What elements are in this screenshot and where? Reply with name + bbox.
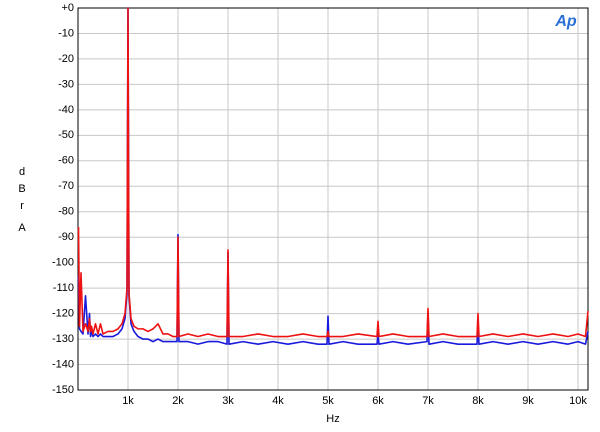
x-tick-label: 9k bbox=[522, 395, 534, 407]
y-tick-label: -90 bbox=[58, 231, 74, 243]
x-tick-label: 8k bbox=[472, 395, 484, 407]
logo: Ap bbox=[554, 13, 577, 30]
y-tick-label: -120 bbox=[52, 308, 74, 320]
y-tick-label: -130 bbox=[52, 333, 74, 345]
y-tick-label: -30 bbox=[58, 78, 74, 90]
x-tick-label: 3k bbox=[222, 395, 234, 407]
x-tick-label: 10k bbox=[569, 395, 587, 407]
y-tick-label: -50 bbox=[58, 129, 74, 141]
x-tick-label: 6k bbox=[372, 395, 384, 407]
x-tick-label: 1k bbox=[122, 395, 134, 407]
y-tick-label: -70 bbox=[58, 180, 74, 192]
series-line bbox=[77, 7, 589, 345]
y-tick-label: -100 bbox=[52, 257, 74, 269]
x-axis-label: Hz bbox=[326, 413, 339, 425]
y-tick-label: -10 bbox=[58, 27, 74, 39]
y-tick-label: -150 bbox=[52, 384, 74, 396]
y-tick-label: -40 bbox=[58, 104, 74, 116]
y-tick-label: -140 bbox=[52, 358, 74, 370]
y-tick-label: -80 bbox=[58, 206, 74, 218]
y-tick-label: -60 bbox=[58, 155, 74, 167]
y-axis-unit: A bbox=[18, 222, 26, 234]
x-tick-label: 4k bbox=[272, 395, 284, 407]
x-tick-label: 2k bbox=[172, 395, 184, 407]
x-tick-label: 7k bbox=[422, 395, 434, 407]
x-tick-label: 5k bbox=[322, 395, 334, 407]
y-tick-label: -20 bbox=[58, 53, 74, 65]
y-tick-label: +0 bbox=[61, 2, 74, 14]
y-tick-label: -110 bbox=[53, 282, 74, 294]
series-line bbox=[77, 7, 589, 338]
y-axis-label: dBr bbox=[16, 166, 28, 217]
plot-frame bbox=[77, 7, 589, 391]
